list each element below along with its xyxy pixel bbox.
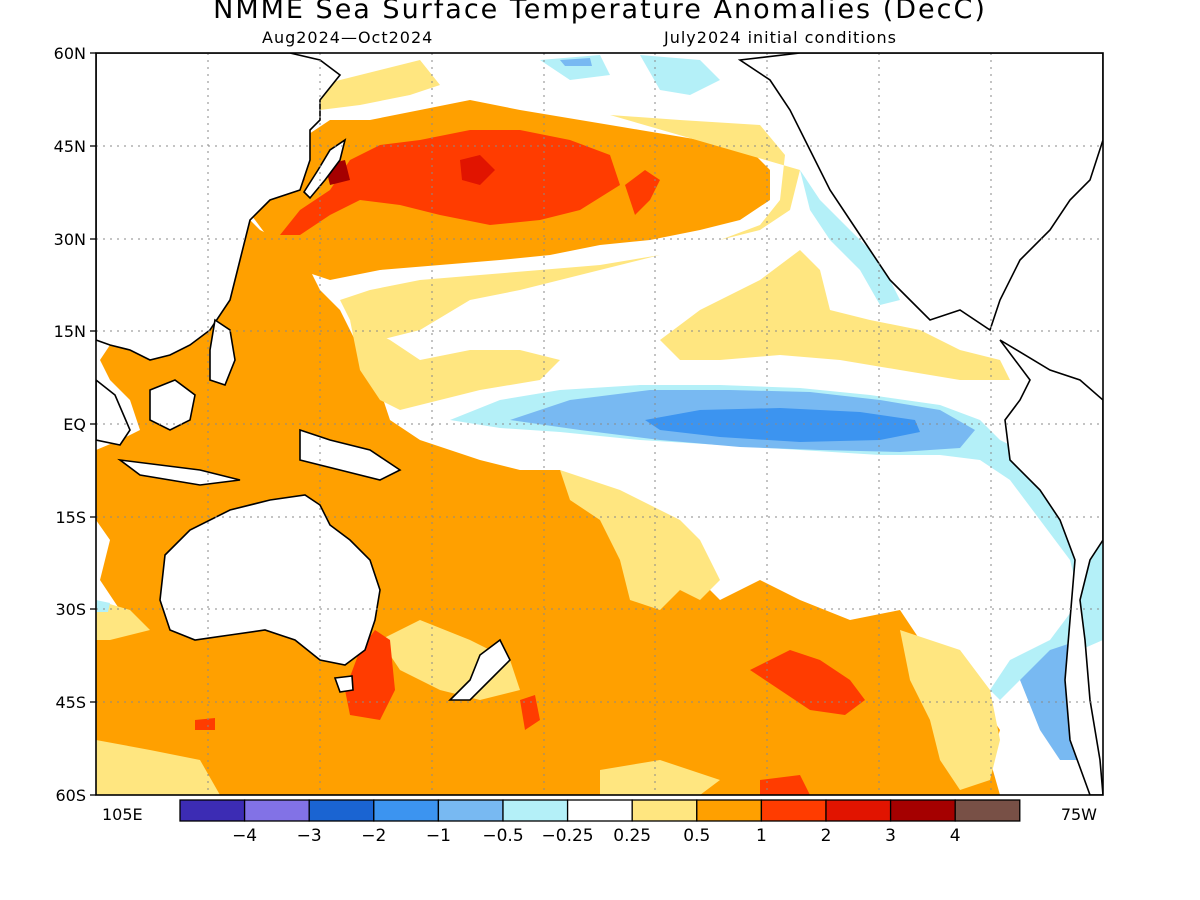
colorbar-label: 2 — [821, 826, 832, 846]
colorbar-label: 0.25 — [613, 826, 651, 846]
lat-label-15n: 15N — [54, 322, 86, 341]
asia-mainland — [96, 53, 342, 361]
colorbar-swatch — [889, 799, 956, 822]
lat-label-eq: EQ — [63, 415, 86, 434]
map-title: NMME Sea Surface Temperature Anomalies (… — [213, 0, 987, 25]
lat-label-60n: 60N — [54, 44, 86, 63]
colorbar-label: −0.5 — [482, 826, 523, 846]
south-america — [999, 339, 1103, 795]
north-america — [737, 53, 1103, 332]
colorbar: −4 −3 −2 −1 −0.5 −0.25 0.25 0.5 1 2 3 4 — [179, 799, 1021, 846]
colorbar-swatch — [696, 799, 763, 822]
colorbar-swatch — [566, 799, 633, 822]
colorbar-swatch — [760, 799, 827, 822]
philippines — [209, 318, 236, 386]
lat-label-60s: 60S — [55, 786, 86, 805]
colorbar-swatch — [179, 799, 246, 822]
colorbar-label: −2 — [361, 826, 386, 846]
colorbar-label: 3 — [885, 826, 896, 846]
lat-label-45s: 45S — [55, 693, 86, 712]
colorbar-swatch — [437, 799, 504, 822]
colorbar-label: 0.5 — [683, 826, 710, 846]
lat-label-30n: 30N — [54, 230, 86, 249]
initial-conditions: July2024 initial conditions — [664, 28, 897, 47]
new-guinea — [299, 428, 402, 481]
colorbar-swatch — [243, 799, 310, 822]
colorbar-swatch — [373, 799, 440, 822]
new-zealand — [448, 638, 511, 701]
colorbar-label: −3 — [297, 826, 322, 846]
lat-label-30s: 30S — [55, 600, 86, 619]
colorbar-label: 4 — [950, 826, 961, 846]
lat-label-15s: 15S — [55, 508, 86, 527]
java — [117, 458, 241, 486]
colorbar-label: −1 — [426, 826, 451, 846]
lon-label-75w: 75W — [1061, 805, 1097, 824]
colorbar-label: −4 — [232, 826, 257, 846]
colorbar-swatch — [825, 799, 892, 822]
sumatra — [96, 378, 131, 446]
land-masses — [96, 53, 1103, 795]
colorbar-swatch — [502, 799, 569, 822]
forecast-period: Aug2024—Oct2024 — [262, 28, 434, 47]
borneo — [149, 379, 196, 431]
lon-label-105e: 105E — [102, 805, 143, 824]
colorbar-swatch — [954, 799, 1021, 822]
colorbar-label: 1 — [756, 826, 767, 846]
tasmania — [333, 675, 354, 693]
lat-label-45n: 45N — [54, 137, 86, 156]
colorbar-swatch — [308, 799, 375, 822]
lat-labels: 60N 45N 30N 15N EQ 15S 30S 45S 60S — [54, 44, 86, 805]
colorbar-swatch — [631, 799, 698, 822]
colorbar-label: −0.25 — [542, 826, 594, 846]
graticule — [96, 53, 1103, 795]
lat-ticks — [90, 52, 96, 796]
australia — [159, 494, 381, 666]
